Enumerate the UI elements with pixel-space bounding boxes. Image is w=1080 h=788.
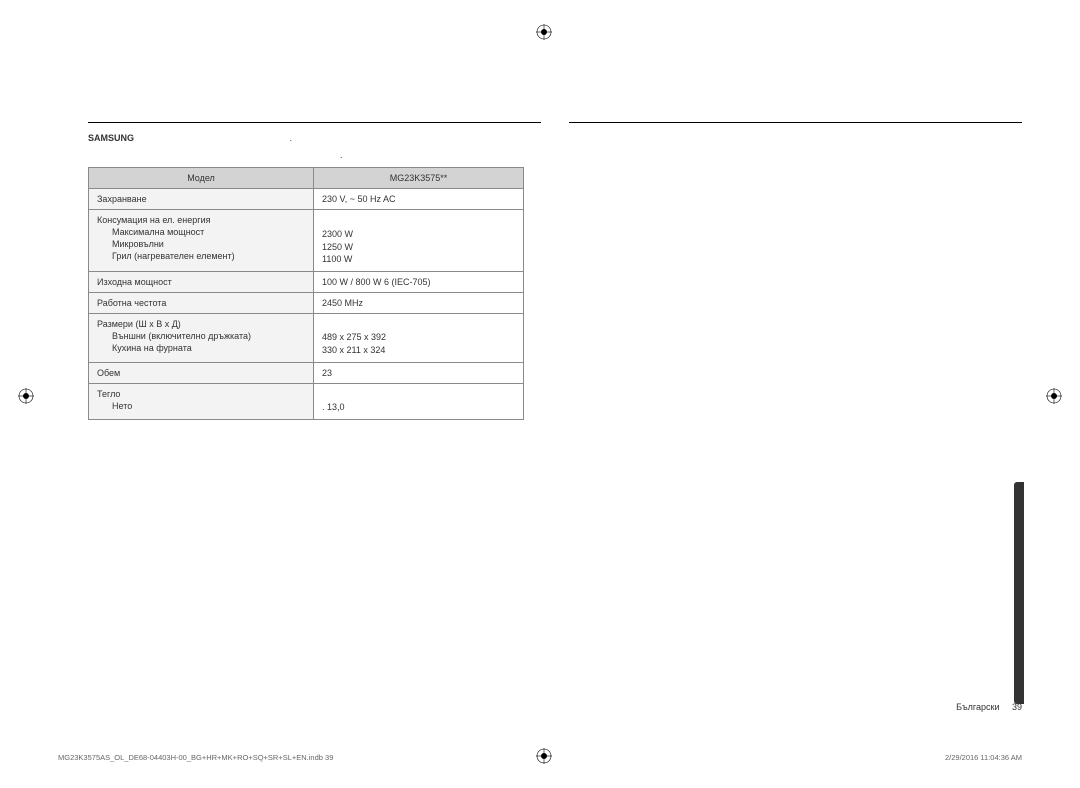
label-sub: Кухина на фурната xyxy=(97,343,305,353)
table-row: Захранване 230 V, ~ 50 Hz AC xyxy=(89,189,524,210)
footer-page: 39 xyxy=(1012,702,1022,712)
row-label: Обем xyxy=(89,362,314,383)
label-sub: Грил (нагревателен елемент) xyxy=(97,251,305,261)
page-content: SAMSUNG . . Модел MG23K3575** Захранване… xyxy=(88,122,1022,744)
value-line: 1100 W xyxy=(322,253,515,266)
label-sub: Нето xyxy=(97,401,305,411)
row-label: Захранване xyxy=(89,189,314,210)
footer-language: Български xyxy=(956,702,999,712)
row-value: 100 W / 800 W 6 (IEC-705) xyxy=(314,271,524,292)
row-label: Размери (Ш x В x Д) Външни (включително … xyxy=(89,313,314,362)
table-row: Изходна мощност 100 W / 800 W 6 (IEC-705… xyxy=(89,271,524,292)
row-value: 489 x 275 x 392 330 x 211 x 324 xyxy=(314,313,524,362)
brand-dot: . xyxy=(340,150,343,160)
value-line xyxy=(322,215,515,228)
print-timestamp: 2/29/2016 11:04:36 AM xyxy=(945,753,1022,762)
table-row: Работна честота 2450 MHz xyxy=(89,292,524,313)
value-line: 1250 W xyxy=(322,241,515,254)
spec-table: Модел MG23K3575** Захранване 230 V, ~ 50… xyxy=(88,167,524,419)
row-label: Тегло Нето xyxy=(89,383,314,419)
brand-subline: . xyxy=(88,150,1022,160)
header-model-label: Модел xyxy=(89,168,314,189)
value-line: . 13,0 xyxy=(322,401,515,414)
section-divider xyxy=(88,122,1022,123)
value-line: 330 x 211 x 324 xyxy=(322,344,515,357)
label-sub: Максимална мощност xyxy=(97,227,305,237)
print-filename: MG23K3575AS_OL_DE68-04403H-00_BG+HR+MK+R… xyxy=(58,753,333,762)
table-row: Консумация на ел. енергия Максимална мощ… xyxy=(89,210,524,271)
row-label: Работна честота xyxy=(89,292,314,313)
print-info: MG23K3575AS_OL_DE68-04403H-00_BG+HR+MK+R… xyxy=(58,753,1022,762)
table-row: Размери (Ш x В x Д) Външни (включително … xyxy=(89,313,524,362)
table-row: Обем 23 xyxy=(89,362,524,383)
label-sub: Външни (включително дръжката) xyxy=(97,331,305,341)
value-line: 489 x 275 x 392 xyxy=(322,331,515,344)
row-label: Консумация на ел. енергия Максимална мощ… xyxy=(89,210,314,271)
label-main: Размери (Ш x В x Д) xyxy=(97,319,181,329)
registration-mark-icon xyxy=(536,24,552,40)
row-label: Изходна мощност xyxy=(89,271,314,292)
row-value: 23 xyxy=(314,362,524,383)
registration-mark-icon xyxy=(18,388,34,404)
header-model-value: MG23K3575** xyxy=(314,168,524,189)
value-line xyxy=(322,319,515,332)
divider-right xyxy=(569,122,1022,123)
registration-mark-icon xyxy=(1046,388,1062,404)
divider-left xyxy=(88,122,541,123)
row-value: 2300 W 1250 W 1100 W xyxy=(314,210,524,271)
row-value: . 13,0 xyxy=(314,383,524,419)
brand-dot: . xyxy=(290,133,293,143)
spec-tbody: Захранване 230 V, ~ 50 Hz AC Консумация … xyxy=(89,189,524,419)
label-main: Тегло xyxy=(97,389,120,399)
brand-name: SAMSUNG xyxy=(88,133,134,143)
label-main: Консумация на ел. енергия xyxy=(97,215,210,225)
value-line: 2300 W xyxy=(322,228,515,241)
brand-line: SAMSUNG . xyxy=(88,133,1022,143)
row-value: 230 V, ~ 50 Hz AC xyxy=(314,189,524,210)
table-row: Тегло Нето . 13,0 xyxy=(89,383,524,419)
row-value: 2450 MHz xyxy=(314,292,524,313)
value-line xyxy=(322,389,515,402)
page-footer: Български 39 xyxy=(956,702,1022,712)
label-sub: Микровълни xyxy=(97,239,305,249)
